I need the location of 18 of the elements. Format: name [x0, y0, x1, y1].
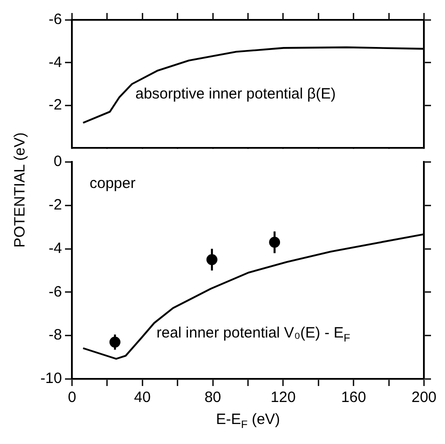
- y-tick-label: -4: [48, 54, 62, 71]
- y-tick-label: -2: [48, 196, 62, 214]
- y-tick-label: -6: [48, 11, 62, 28]
- x-tick-label: 80: [204, 389, 222, 406]
- y-tick-label: -8: [48, 326, 62, 344]
- y-tick-label: -6: [48, 283, 62, 300]
- y-tick-label: -10: [40, 370, 62, 388]
- x-tick-label: 120: [270, 389, 296, 406]
- y-axis-title: POTENTIAL (eV): [12, 132, 28, 248]
- y-tick-label: 0: [54, 153, 62, 170]
- x-tick-label: 200: [411, 389, 437, 406]
- annotation: copper: [90, 174, 136, 192]
- y-tick-label: -2: [48, 96, 62, 114]
- x-tick-label: 0: [68, 389, 76, 406]
- annotation: absorptive inner potential β(E): [135, 85, 336, 102]
- x-tick-label: 160: [341, 389, 366, 406]
- y-tick-label: -4: [48, 240, 62, 257]
- x-tick-label: 40: [134, 389, 151, 406]
